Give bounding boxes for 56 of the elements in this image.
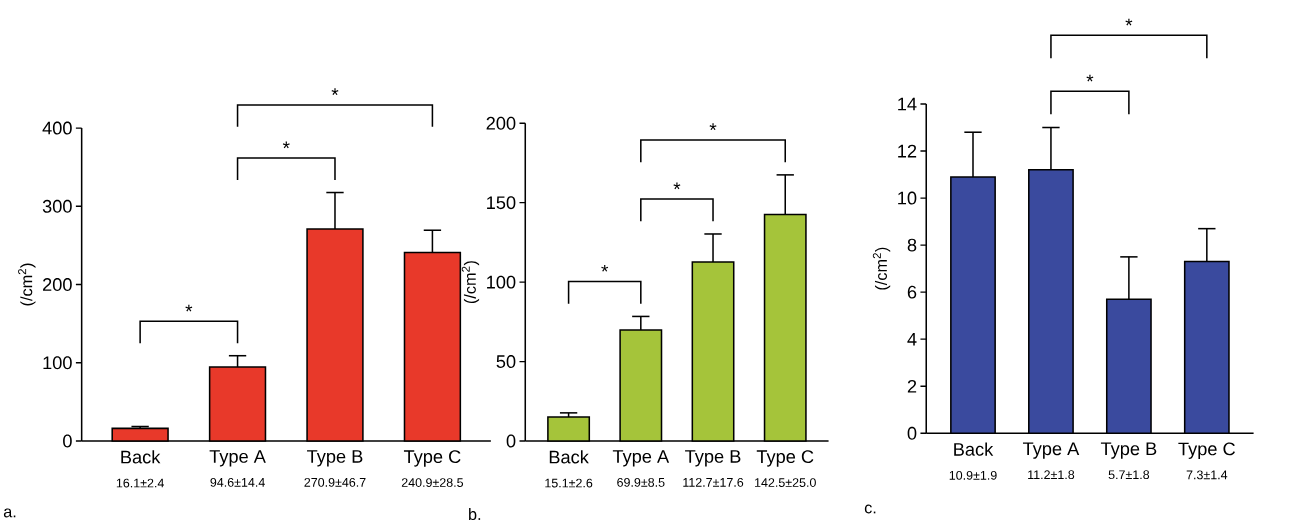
text: b. xyxy=(469,507,481,520)
x-tick-label: Type A xyxy=(209,450,266,467)
y-tick-label: 300 xyxy=(42,199,72,213)
text: c. xyxy=(864,504,876,514)
data-label: 5.7±1.8 xyxy=(1108,470,1150,479)
x-tick-label: Type B xyxy=(1100,442,1157,459)
data-label: 16.1±2.4 xyxy=(116,478,164,488)
y-tick-label: 14 xyxy=(898,97,917,111)
y-axis-title: (/cm$^{2}$) xyxy=(461,261,480,303)
x-tick-label: Type C xyxy=(756,450,814,467)
x-tick-label: Type B xyxy=(307,450,363,467)
data-label: 15.1±2.6 xyxy=(545,478,593,488)
y-tick-label: 4 xyxy=(907,332,917,346)
y-tick-label: 10 xyxy=(898,191,917,205)
data-label: 11.2±1.8 xyxy=(1028,470,1075,479)
x-tick-label: Type C xyxy=(1178,442,1235,459)
y-tick-label: 100 xyxy=(487,275,516,289)
text: * xyxy=(1125,18,1133,26)
y-tick-label: 200 xyxy=(43,277,72,291)
text: a. xyxy=(3,508,16,518)
text: * xyxy=(331,88,339,95)
x-tick-label: Type A xyxy=(612,450,670,467)
x-tick-label: Back xyxy=(121,450,161,464)
x-tick-label: Type B xyxy=(685,450,741,467)
y-tick-label: 150 xyxy=(487,196,516,210)
x-tick-label: Type C xyxy=(403,450,461,467)
y-axis-title: (/cm$^{2}$) xyxy=(872,247,891,290)
data-label: 112.7±17.6 xyxy=(683,477,744,487)
y-tick-label: 100 xyxy=(43,356,72,370)
y-tick-label: 0 xyxy=(506,434,516,448)
annotation: * xyxy=(709,123,717,130)
data-label: 270.9±46.7 xyxy=(304,477,366,487)
y-tick-label: 2 xyxy=(907,379,917,393)
data-label: 94.6±14.4 xyxy=(210,477,265,487)
y-tick-label: 6 xyxy=(907,285,917,299)
annotation: * xyxy=(601,264,609,272)
annotation: * xyxy=(282,141,290,149)
data-label: 69.9±8.5 xyxy=(617,477,665,487)
x-tick-label: Back xyxy=(549,450,589,464)
y-tick-label: 400 xyxy=(42,121,72,135)
data-label: 10.9±1.9 xyxy=(949,470,997,480)
x-tick-label: Type A xyxy=(1022,442,1080,459)
annotation: * xyxy=(185,304,193,312)
y-tick-label: 200 xyxy=(486,116,516,130)
x-tick-label: Back xyxy=(954,442,994,456)
text: * xyxy=(1086,74,1094,82)
y-tick-label: 8 xyxy=(907,238,917,252)
data-label: 7.3±1.4 xyxy=(1186,470,1228,480)
data-label: 142.5±25.0 xyxy=(755,478,816,487)
y-tick-label: 0 xyxy=(907,426,917,440)
annotation: * xyxy=(673,182,681,190)
y-tick-label: 12 xyxy=(898,144,917,158)
y-tick-label: 50 xyxy=(496,354,516,368)
data-label: 240.9±28.5 xyxy=(401,478,464,487)
y-tick-label: 0 xyxy=(63,434,72,448)
y-axis-title: (/cm$^{2}$) xyxy=(18,263,36,306)
